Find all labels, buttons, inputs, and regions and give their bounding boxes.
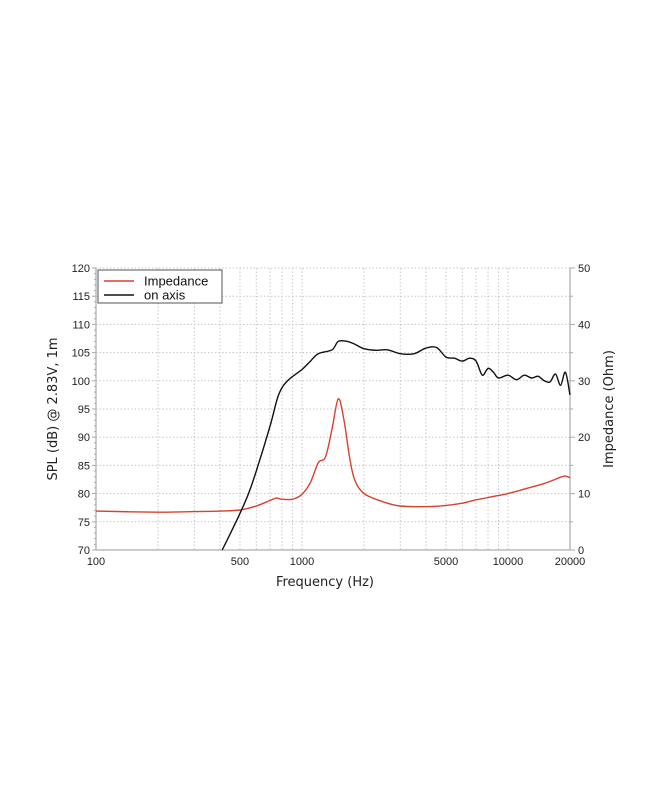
y-tick-label-left: 85 [78,460,90,472]
y-tick-label-left: 100 [72,376,90,388]
data-series [95,339,571,551]
y-tick-label-right: 50 [578,263,590,275]
y-tick-label-left: 90 [78,432,90,444]
y-tick-label-left: 70 [78,545,90,557]
y-tick-label-right: 10 [578,489,590,501]
x-axis-label: Frequency (Hz) [276,575,374,590]
x-tick-label: 100 [87,556,105,568]
y-tick-label-left: 120 [72,263,90,275]
x-tick-label: 5000 [434,556,458,568]
y-tick-label-left: 75 [78,517,90,529]
y-axis-right-label: Impedance (Ohm) [602,350,617,468]
x-tick-label: 10000 [493,556,524,568]
x-tick-label: 1000 [290,556,314,568]
y-tick-label-left: 105 [72,348,90,360]
y-tick-label-left: 95 [78,404,90,416]
y-tick-label-right: 40 [578,319,590,331]
y-tick-label-right: 20 [578,432,590,444]
y-axis-left-label: SPL (dB) @ 2.83V, 1m [46,337,61,480]
y-tick-label-right: 30 [578,376,590,388]
on-axis-spl-curve [221,339,571,551]
axes: 70 75 80 85 90 95 100 105 110 115 120 0 10 20 30 40 50 10… [72,263,591,568]
y-tick-label-left: 80 [78,489,90,501]
x-tick-label: 500 [231,556,249,568]
x-tick-label: 20000 [555,556,586,568]
impedance-curve [95,398,571,513]
legend-label: Impedance [144,274,208,289]
legend-label: on axis [144,288,186,303]
y-tick-label-right: 0 [578,545,584,557]
legend-box [97,269,223,304]
y-tick-label-left: 110 [72,319,90,331]
y-tick-label-left: 115 [72,291,90,303]
